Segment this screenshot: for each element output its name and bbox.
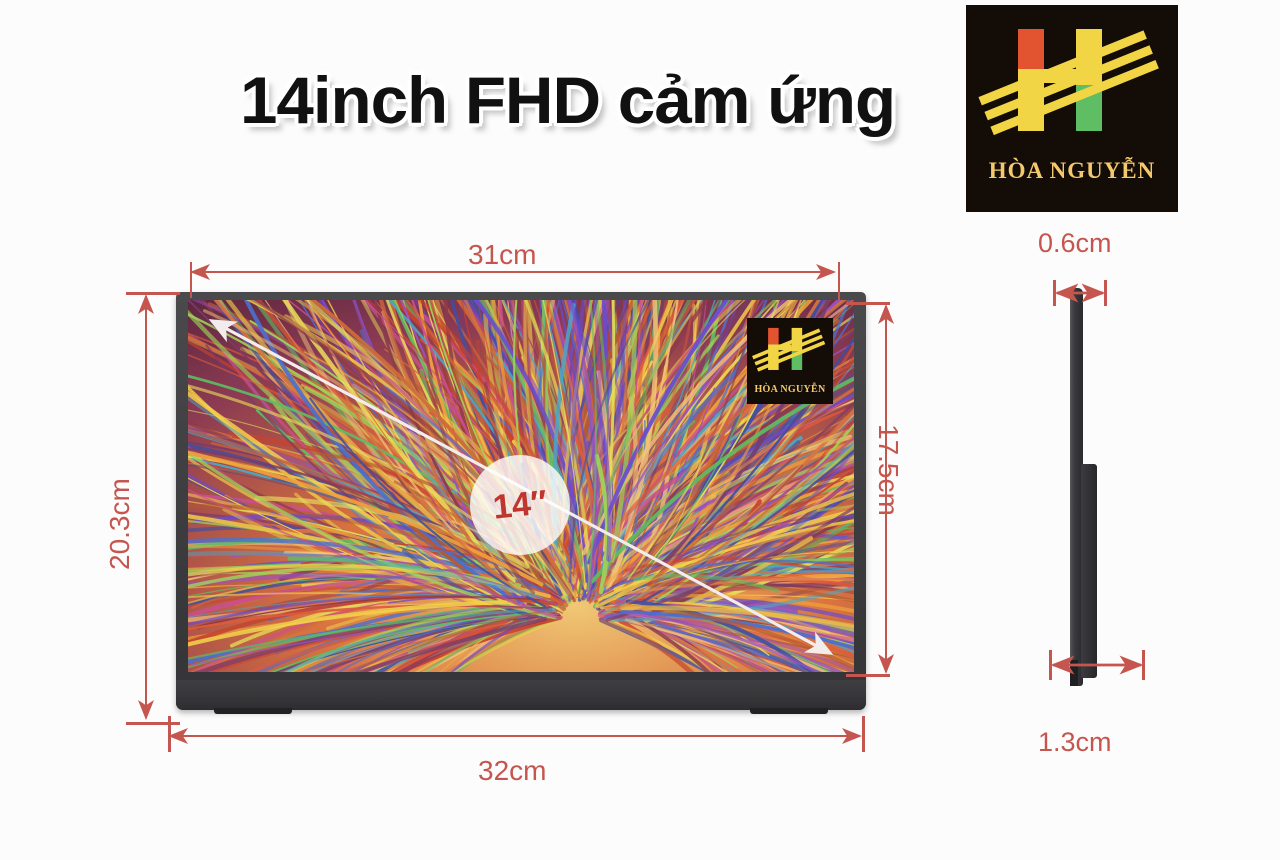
- monitor-chin: [176, 680, 866, 714]
- dimension-label-body-width: 32cm: [478, 755, 547, 786]
- brand-name: HÒA NGUYỄN: [988, 158, 1156, 183]
- dimension-label-screen-height: 17.5cm: [873, 424, 904, 516]
- screen-watermark-logo: HÒA NGUYỄN: [747, 318, 833, 404]
- brand-name-small: HÒA NGUYỄN: [754, 384, 826, 395]
- monitor-side-panel: [1070, 288, 1083, 686]
- page-title: 14inch FHD cảm ứng: [240, 63, 896, 137]
- monitor-foot-right: [750, 708, 828, 714]
- screen-size-badge: 14″: [470, 455, 570, 555]
- dimension-label-panel-thickness: 0.6cm: [1038, 228, 1112, 258]
- screen-size-badge-label: 14″: [491, 482, 549, 527]
- monitor-side-base: [1081, 464, 1097, 678]
- brand-monogram-icon: [966, 5, 1178, 212]
- monitor-foot-left: [214, 708, 292, 714]
- dimension-label-screen-width: 31cm: [468, 239, 537, 270]
- dimension-label-base-thickness: 1.3cm: [1038, 727, 1112, 757]
- brand-logo: HÒA NGUYỄN: [966, 5, 1178, 212]
- monitor-side-view: [1048, 288, 1128, 688]
- brand-monogram-icon-small: [747, 318, 833, 404]
- dimension-label-body-height: 20.3cm: [104, 478, 135, 570]
